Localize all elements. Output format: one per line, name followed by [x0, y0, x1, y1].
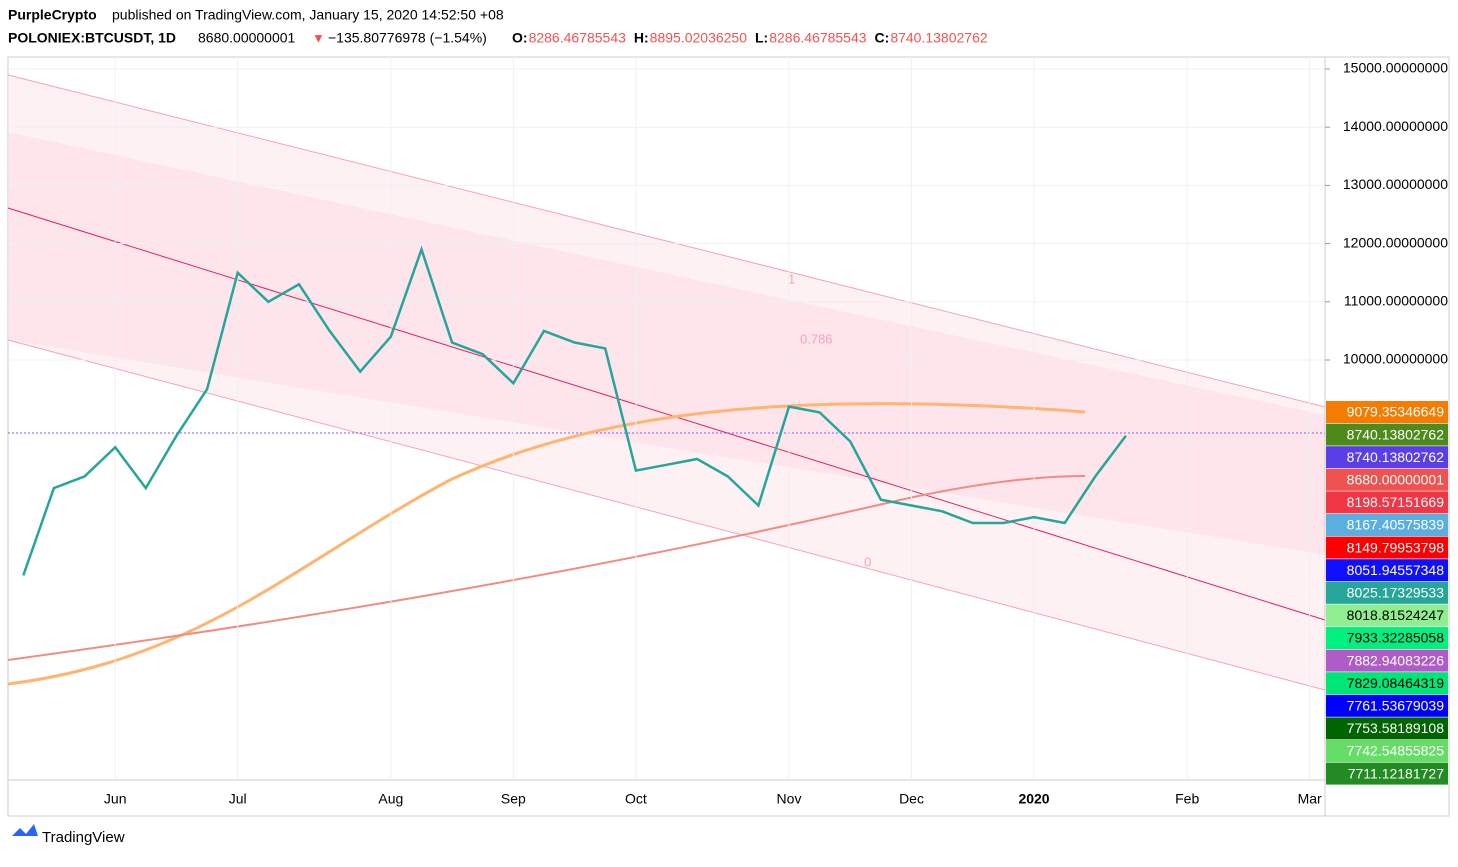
- moving-average: [7, 402, 1086, 686]
- ohlc-value: 8286.46785543: [529, 30, 627, 46]
- price-label: 7882.94083226: [1347, 652, 1445, 668]
- ohlc-value: 8895.02036250: [650, 30, 748, 46]
- price-label: 9079.35346649: [1347, 404, 1445, 420]
- author: PurpleCrypto: [8, 7, 97, 23]
- fib-label: 0: [864, 554, 871, 569]
- x-tick-label: 2020: [1018, 791, 1049, 807]
- y-tick-label: 13000.00000000: [1343, 176, 1448, 192]
- y-tick-label: 11000.00000000: [1344, 293, 1448, 309]
- ohlc-value: 8740.13802762: [890, 30, 988, 46]
- price-label: 8680.00000001: [1347, 472, 1445, 488]
- price-label-box: [1326, 514, 1448, 536]
- x-tick-label: Feb: [1175, 791, 1199, 807]
- price-label: 8740.13802762: [1347, 449, 1445, 465]
- price-label: 8149.79953798: [1347, 539, 1445, 555]
- price-label-box: [1326, 762, 1448, 785]
- y-tick-label: 15000.00000000: [1343, 60, 1448, 76]
- price-label-box: [1326, 491, 1448, 514]
- price-label-box: [1326, 559, 1448, 582]
- price-label-box: [1326, 446, 1448, 469]
- channel-line: [7, 339, 1326, 691]
- ohlc-label: L:: [755, 30, 768, 46]
- arrow: ▼: [312, 30, 325, 45]
- price-label: 7742.54855825: [1347, 743, 1445, 759]
- x-tick-label: Oct: [625, 791, 647, 807]
- price-label-box: [1326, 717, 1448, 740]
- x-tick-label: Aug: [378, 791, 403, 807]
- fib-label: 0.786: [800, 331, 833, 346]
- price-label-box: [1326, 604, 1448, 627]
- price-label-box: [1326, 581, 1448, 604]
- price-label: 8018.81524247: [1347, 607, 1445, 623]
- price-label-box: [1326, 468, 1448, 491]
- x-tick-label: Sep: [501, 791, 526, 807]
- price-label: 7933.32285058: [1347, 630, 1445, 646]
- price-label-box: [1326, 627, 1448, 649]
- logo: [12, 824, 38, 836]
- ohlc-label: O:: [512, 30, 528, 46]
- channel-outer: [8, 75, 1325, 690]
- price-label-box: [1326, 536, 1448, 559]
- price-label: 8025.17329533: [1347, 585, 1445, 601]
- price-label: 8198.57151669: [1347, 494, 1445, 510]
- ohlc-value: 8286.46785543: [769, 30, 867, 46]
- symbol: POLONIEX:BTCUSDT, 1D: [8, 30, 176, 46]
- price-label: 8167.40575839: [1347, 517, 1445, 533]
- change: −135.80776978 (−1.54%): [328, 30, 487, 46]
- price-label-box: [1326, 740, 1448, 762]
- y-tick-label: 12000.00000000: [1343, 234, 1448, 250]
- price-label: 7711.12181727: [1348, 765, 1444, 781]
- price-label: 7829.08464319: [1347, 675, 1445, 691]
- channel-mid: [7, 207, 1326, 621]
- x-tick-label: Nov: [777, 791, 802, 807]
- moving-average: [7, 475, 1086, 661]
- fib-label: 1: [788, 271, 795, 286]
- price-label-box: [1326, 423, 1448, 446]
- symbol-line: POLONIEX:BTCUSDT, 1D 8680.00000001 ▼ −13…: [8, 30, 487, 46]
- price-label-box: [1326, 649, 1448, 672]
- x-tick-label: Jun: [104, 791, 127, 807]
- price-label: 8051.94557348: [1347, 562, 1445, 578]
- y-tick-label: 14000.00000000: [1343, 118, 1448, 134]
- price-label: 7753.58189108: [1347, 720, 1445, 736]
- brand: TradingView: [42, 829, 125, 846]
- x-tick-label: Mar: [1298, 791, 1322, 807]
- ohlc-label: H:: [634, 30, 649, 46]
- x-tick-label: Jul: [229, 791, 247, 807]
- price-label-box: [1326, 401, 1448, 423]
- y-tick-label: 10000.00000000: [1343, 351, 1448, 367]
- channel-line: [7, 74, 1326, 408]
- price-line: [22, 245, 1127, 576]
- price-label-box: [1326, 672, 1448, 695]
- price-label: 7761.53679039: [1347, 698, 1445, 714]
- ohlc-label: C:: [875, 30, 890, 46]
- x-tick-label: Dec: [899, 791, 924, 807]
- price-label-box: [1326, 694, 1448, 717]
- last-price: 8680.00000001: [198, 30, 296, 46]
- frame: [7, 56, 1450, 817]
- price-label: 8740.13802762: [1347, 426, 1445, 442]
- published: published on TradingView.com, January 15…: [112, 7, 504, 23]
